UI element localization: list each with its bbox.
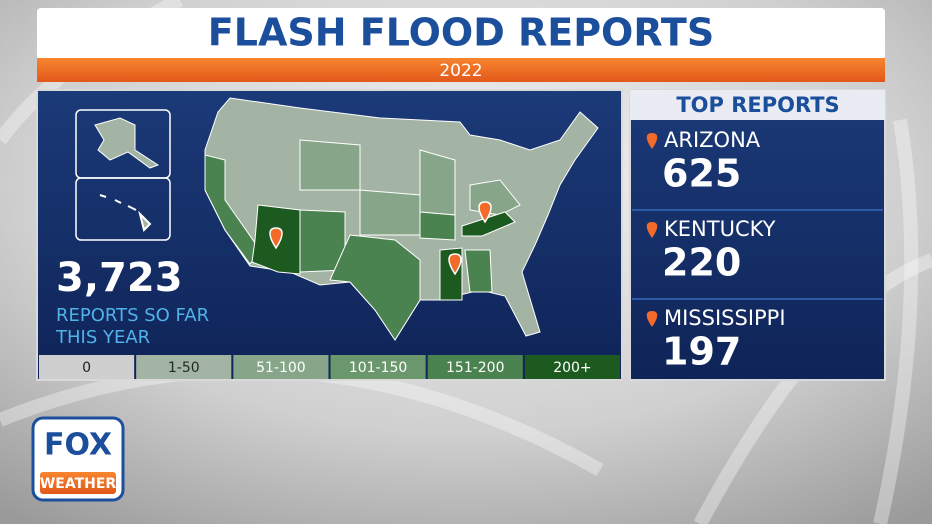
legend-swatch [427,355,523,379]
state-name: ARIZONA [664,128,761,152]
top-header [630,90,885,120]
state-count: 625 [662,152,741,196]
legend-label: 0 [82,360,91,376]
total-label: REPORTS SO FAR [56,305,209,326]
state-count: 220 [662,241,741,285]
legend-swatch [233,355,329,379]
top-title: TOP REPORTS [676,93,839,117]
pin [646,133,658,149]
inset-boxes [75,109,171,241]
legend-swatch [39,355,135,379]
pin [646,311,658,327]
state-count: 197 [662,330,741,374]
header-bar [37,8,885,60]
total-label: THIS YEAR [55,327,150,348]
total: 3,723 [56,255,183,301]
legend-label: 101-150 [349,360,408,376]
state-name: MISSISSIPPI [664,306,786,330]
logo-fox: FOX [44,428,112,463]
legend-swatch [330,355,426,379]
pin [646,222,658,238]
title: FLASH FLOOD REPORTS [208,11,714,55]
legend-label: 200+ [553,360,591,376]
pins [269,201,492,276]
subtitle-bar [37,58,885,82]
legend-swatch [524,355,620,379]
us-map [204,97,599,341]
legend-label: 1-50 [168,360,200,376]
legend: 0 1-50 51-100 101-150 151-200 200+ [39,355,620,379]
legend-label: 51-100 [256,360,306,376]
legend-label: 151-200 [446,360,505,376]
legend-swatch [136,355,232,379]
logo-weather: WEATHER [40,476,117,492]
logo-band [40,472,116,494]
state-name: KENTUCKY [664,217,776,241]
subtitle: 2022 [439,61,482,81]
